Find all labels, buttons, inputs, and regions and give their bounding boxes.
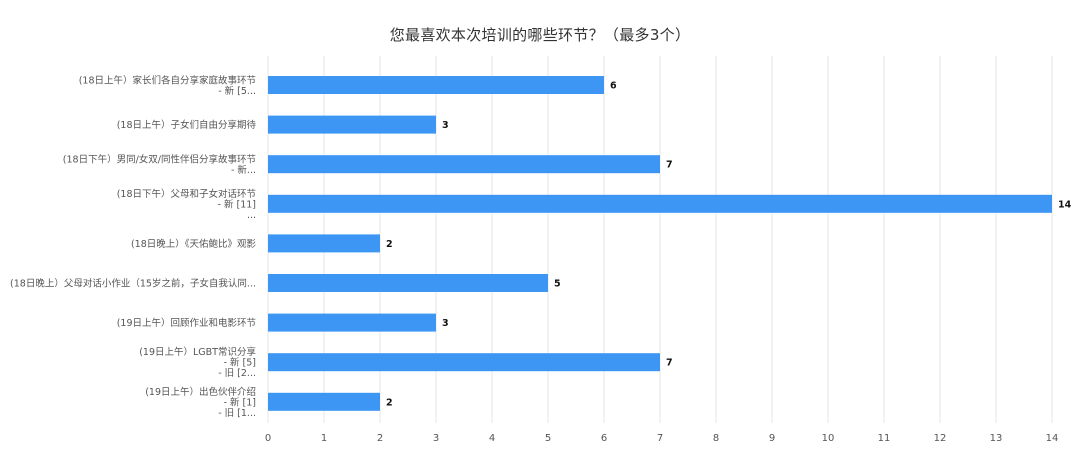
x-tick-label: 13 xyxy=(990,433,1003,444)
category-label-line: (18日上午）家长们各自分享家庭故事环节 xyxy=(79,74,256,86)
category-label-line: (18日下午）男同/女双/同性伴侣分享故事环节 xyxy=(63,153,256,165)
x-tick-label: 7 xyxy=(657,433,663,444)
bar-value-label: 5 xyxy=(554,279,561,290)
bar[interactable] xyxy=(268,353,660,372)
bar-value-label: 14 xyxy=(1058,199,1072,210)
category-label-line: (19日上午）LGBT常识分享 xyxy=(139,346,256,358)
x-tick-label: 9 xyxy=(769,433,775,444)
bar[interactable] xyxy=(268,392,380,411)
x-tick-label: 10 xyxy=(822,433,835,444)
category-label-line: (18日下午）父母和子女对话环节 xyxy=(117,188,256,200)
bar[interactable] xyxy=(268,115,436,134)
x-tick-label: 5 xyxy=(545,433,551,444)
x-tick-label: 2 xyxy=(377,433,383,444)
bar-value-label: 2 xyxy=(386,239,393,250)
bar-value-label: 7 xyxy=(666,358,673,369)
bar[interactable] xyxy=(268,234,380,253)
category-label-line: ... xyxy=(247,210,256,221)
x-tick-label: 4 xyxy=(489,433,495,444)
bar[interactable] xyxy=(268,274,548,292)
category-label-line: (18日上午）子女们自由分享期待 xyxy=(117,119,257,131)
category-label: (19日上午）LGBT常识分享- 新 [5] - 旧 [2... xyxy=(139,346,256,379)
category-label: (18日晚上）父母对话小作业（15岁之前，子女自我认同... xyxy=(10,278,256,290)
bar-value-label: 6 xyxy=(610,81,617,92)
x-tick-label: 0 xyxy=(265,433,271,444)
category-label: (18日下午）男同/女双/同性伴侣分享故事环节- 新... xyxy=(63,153,256,176)
x-tick-label: 11 xyxy=(878,433,891,444)
category-label: (19日上午）出色伙伴介绍- 新 [1] - 旧 [1... xyxy=(145,386,256,419)
category-label-line: (18日晚上）父母对话小作业（15岁之前，子女自我认同... xyxy=(10,278,256,290)
category-label: (18日晚上）《天佑鲍比》观影 xyxy=(131,238,257,250)
category-label-line: - 新 [1] xyxy=(224,396,256,408)
category-label: (19日上午）回顾作业和电影环节 xyxy=(117,317,256,329)
category-labels: (18日上午）家长们各自分享家庭故事环节- 新 [5... (18日上午）子女们自… xyxy=(10,74,256,419)
x-tick-label: 12 xyxy=(934,433,947,444)
x-tick-label: 6 xyxy=(601,433,607,444)
category-label-line: - 旧 [2... xyxy=(218,368,256,379)
bar-value-label: 2 xyxy=(386,397,393,408)
bars xyxy=(268,76,1052,411)
x-axis-ticks: 0 1 2 3 4 5 6 7 8 9 10 11 12 13 14 xyxy=(265,433,1059,444)
category-label-line: - 新 [5... xyxy=(218,85,256,97)
category-label: (18日下午）父母和子女对话环节- 新 [11]... xyxy=(117,188,256,221)
x-tick-label: 8 xyxy=(713,433,719,444)
value-labels: 6 3 7 14 2 5 3 7 2 xyxy=(386,81,1072,409)
category-label-line: (19日上午）出色伙伴介绍 xyxy=(145,386,256,398)
category-label-line: - 新 [5] xyxy=(224,357,256,369)
x-tick-label: 14 xyxy=(1046,433,1059,444)
bar-value-label: 7 xyxy=(666,160,673,171)
category-label-line: (19日上午）回顾作业和电影环节 xyxy=(117,317,256,329)
bar[interactable] xyxy=(268,76,604,94)
bar[interactable] xyxy=(268,194,1052,213)
bar-value-label: 3 xyxy=(442,318,449,329)
bar[interactable] xyxy=(268,155,660,174)
x-tick-label: 3 xyxy=(433,433,439,444)
category-label-line: - 旧 [1... xyxy=(218,408,256,419)
x-tick-label: 1 xyxy=(321,433,327,444)
bar[interactable] xyxy=(268,313,436,332)
category-label: (18日上午）子女们自由分享期待 xyxy=(117,119,257,131)
category-label-line: (18日晚上）《天佑鲍比》观影 xyxy=(131,238,257,250)
category-label: (18日上午）家长们各自分享家庭故事环节- 新 [5... xyxy=(79,74,256,97)
category-label-line: - 新... xyxy=(231,164,256,176)
chart-title: 您最喜欢本次培训的哪些环节？（最多3个） xyxy=(389,26,691,44)
category-label-line: - 新 [11] xyxy=(218,198,256,210)
bar-value-label: 3 xyxy=(442,120,449,131)
